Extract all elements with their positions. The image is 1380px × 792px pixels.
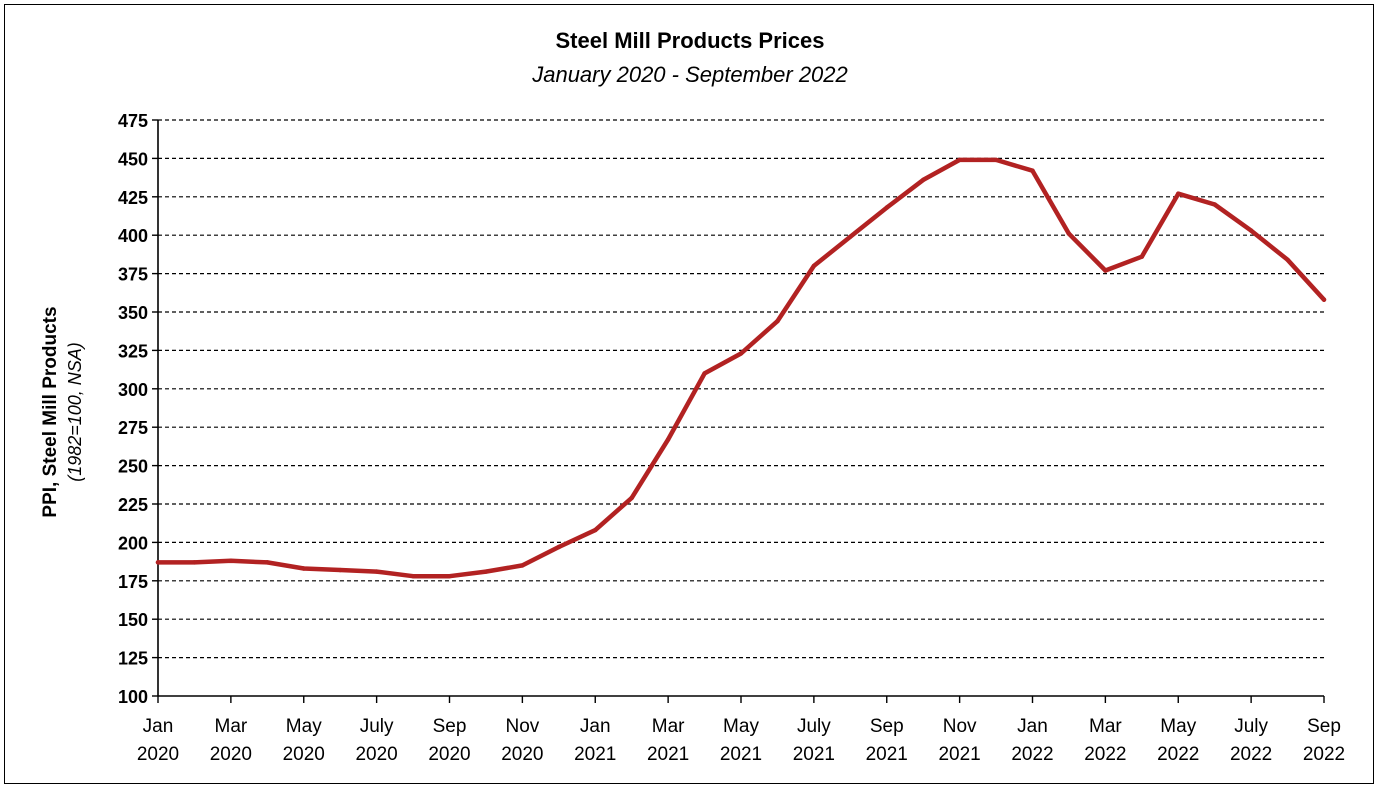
x-tick-label-year: 2021 bbox=[866, 744, 908, 765]
x-tick-label-year: 2021 bbox=[793, 744, 835, 765]
x-tick-label-month: May bbox=[1160, 716, 1196, 737]
x-tick-label-month: Mar bbox=[215, 716, 248, 737]
y-tick-label: 350 bbox=[118, 303, 148, 323]
chart-subtitle: January 2020 - September 2022 bbox=[532, 62, 848, 87]
x-tick-label-year: 2022 bbox=[1157, 744, 1199, 765]
x-tick-label-year: 2022 bbox=[1303, 744, 1345, 765]
data-point bbox=[1103, 268, 1108, 273]
x-tick-label-year: 2021 bbox=[574, 744, 616, 765]
y-tick-label: 475 bbox=[118, 111, 148, 131]
y-tick-label: 425 bbox=[118, 188, 148, 208]
x-tick-label-year: 2021 bbox=[647, 744, 689, 765]
x-tick-label-month: May bbox=[723, 716, 759, 737]
data-point bbox=[1248, 228, 1254, 233]
data-point bbox=[593, 527, 598, 533]
data-point bbox=[410, 573, 416, 579]
data-point bbox=[374, 569, 379, 574]
y-tick-label: 200 bbox=[118, 533, 148, 553]
data-point bbox=[920, 177, 926, 183]
x-tick-label-month: July bbox=[360, 716, 394, 737]
data-point bbox=[702, 371, 707, 376]
x-tick-label-year: 2021 bbox=[938, 744, 980, 765]
y-tick-label: 225 bbox=[118, 495, 148, 515]
y-tick-label: 100 bbox=[118, 687, 148, 707]
x-tick-label-month: Mar bbox=[1089, 716, 1122, 737]
series-line bbox=[155, 157, 1327, 579]
x-tick-label-month: Jan bbox=[580, 716, 611, 737]
y-tick-label: 250 bbox=[118, 457, 148, 477]
x-tick-label-year: 2022 bbox=[1084, 744, 1126, 765]
y-tick-label: 400 bbox=[118, 226, 148, 246]
data-point bbox=[556, 544, 562, 550]
data-point bbox=[520, 563, 525, 568]
x-tick-label-year: 2021 bbox=[720, 744, 762, 765]
data-point bbox=[1066, 231, 1072, 236]
data-point bbox=[1139, 254, 1145, 259]
data-point bbox=[447, 573, 452, 579]
x-tick-label-year: 2020 bbox=[137, 744, 179, 765]
x-tick-label-month: Nov bbox=[943, 716, 977, 737]
data-point bbox=[1176, 191, 1181, 196]
y-tick-label: 325 bbox=[118, 341, 148, 361]
data-point bbox=[665, 437, 671, 442]
x-tick-label-year: 2020 bbox=[210, 744, 252, 765]
data-point bbox=[957, 157, 962, 163]
data-point bbox=[265, 560, 270, 565]
data-point bbox=[775, 319, 780, 324]
y-tick-label: 300 bbox=[118, 380, 148, 400]
x-tick-label-year: 2022 bbox=[1011, 744, 1053, 765]
x-tick-label-month: Nov bbox=[505, 716, 539, 737]
x-tick-label-year: 2022 bbox=[1230, 744, 1272, 765]
data-point bbox=[1285, 257, 1290, 262]
chart-title: Steel Mill Products Prices bbox=[555, 28, 825, 53]
x-tick-label-month: Mar bbox=[652, 716, 685, 737]
data-point bbox=[1212, 202, 1217, 207]
y-tick-label: 150 bbox=[118, 610, 148, 630]
x-tick-label-month: May bbox=[286, 716, 322, 737]
data-point bbox=[1321, 297, 1327, 302]
x-tick-label-year: 2020 bbox=[428, 744, 470, 765]
data-point bbox=[738, 351, 744, 356]
data-point bbox=[848, 234, 853, 239]
y-tick-label: 450 bbox=[118, 149, 148, 169]
x-tick-label-year: 2020 bbox=[355, 744, 397, 765]
data-point bbox=[811, 263, 817, 269]
x-tick-label-month: Jan bbox=[1017, 716, 1048, 737]
x-tick-label-month: Sep bbox=[433, 716, 467, 737]
y-tick-label: 175 bbox=[118, 572, 148, 592]
x-tick-label-month: Sep bbox=[870, 716, 904, 737]
data-point bbox=[155, 560, 161, 565]
x-tick-label-year: 2020 bbox=[501, 744, 543, 765]
data-point bbox=[629, 495, 634, 501]
data-point bbox=[337, 567, 343, 573]
x-tick-label-month: July bbox=[1234, 716, 1268, 737]
data-point bbox=[993, 157, 999, 163]
y-tick-label: 275 bbox=[118, 418, 148, 438]
data-point bbox=[1030, 168, 1035, 173]
data-point bbox=[301, 566, 306, 571]
x-tick-label-month: Jan bbox=[143, 716, 174, 737]
x-tick-label-month: Sep bbox=[1307, 716, 1341, 737]
y-tick-label: 125 bbox=[118, 649, 148, 669]
chart-frame bbox=[4, 4, 1374, 784]
y-tick-label: 375 bbox=[118, 265, 148, 285]
x-tick-label-year: 2020 bbox=[283, 744, 325, 765]
data-point bbox=[228, 558, 234, 564]
data-point bbox=[192, 560, 197, 565]
data-point bbox=[884, 205, 889, 210]
x-tick-label-month: July bbox=[797, 716, 831, 737]
data-point bbox=[483, 569, 489, 574]
